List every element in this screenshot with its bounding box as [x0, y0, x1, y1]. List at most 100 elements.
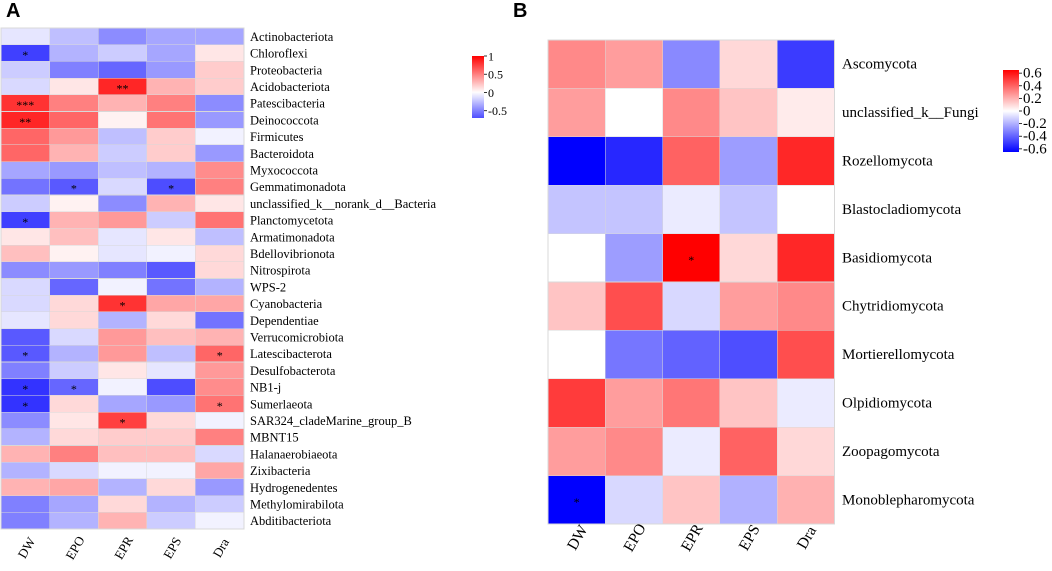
heatmap-cell-a-5-1	[49, 111, 99, 129]
heatmap-cell-a-16-1	[49, 294, 99, 313]
significance-star: *	[22, 382, 28, 396]
heatmap-cell-a-7-0	[0, 144, 50, 162]
heatmap-cell-a-24-0	[0, 428, 50, 446]
heatmap-cell-a-2-4	[195, 61, 245, 79]
heatmap-cell-b-5-1	[604, 281, 663, 331]
row-label: Bacteroidota	[250, 147, 314, 161]
heatmap-cell-a-2-0	[0, 61, 50, 79]
heatmap-cell-a-29-2	[97, 511, 148, 530]
column-label: EPR	[111, 533, 136, 561]
heatmap-cell-a-9-2	[97, 178, 148, 196]
colorbar-tick-label: -0.5	[488, 104, 507, 118]
heatmap-cell-b-3-3	[719, 184, 778, 234]
row-label: unclassified_k__norank_d__Bacteria	[250, 197, 437, 211]
colorbar-tick-label: 0.2	[1023, 91, 1042, 107]
heatmap-cell-a-26-4	[195, 461, 245, 480]
heatmap-cell-a-13-3	[146, 244, 196, 263]
heatmap-cell-a-28-4	[195, 495, 245, 513]
significance-star: *	[22, 48, 28, 62]
heatmap-cell-b-7-3	[719, 378, 778, 428]
column-label: EPS	[160, 534, 184, 561]
heatmap-cell-b-8-4	[776, 426, 835, 476]
row-label: Sumerlaeota	[250, 397, 313, 411]
heatmap-cell-a-22-2	[97, 395, 148, 413]
colorbar-tick-label: -0.6	[1023, 141, 1047, 157]
heatmap-cell-a-26-1	[49, 461, 99, 480]
heatmap-cell-a-5-4	[195, 111, 245, 129]
heatmap-cell-b-0-2	[662, 39, 721, 89]
heatmap-cell-b-5-3	[719, 281, 778, 331]
row-label: Latescibacterota	[250, 347, 332, 361]
colorbar-tick-label: 0	[488, 86, 494, 100]
row-label: Actinobacteriota	[250, 30, 334, 44]
heatmap-cell-a-22-1	[49, 395, 99, 413]
colorbar-tick-label: 1	[488, 50, 494, 64]
heatmap-cell-a-11-2	[97, 211, 148, 229]
heatmap-cell-a-8-3	[146, 161, 196, 179]
row-label: Gemmatimonadota	[250, 180, 346, 194]
heatmap-cell-a-27-2	[97, 478, 148, 496]
column-label: EPO	[620, 521, 649, 555]
colorbar-tick-label: -0.2	[1023, 116, 1047, 132]
heatmap-cell-a-18-2	[97, 328, 148, 346]
row-label: Hydrogenedentes	[250, 481, 338, 495]
heatmap-cell-a-17-4	[195, 311, 245, 329]
heatmap-cell-a-22-3	[146, 395, 196, 413]
heatmap-cell-b-4-2	[662, 233, 721, 283]
heatmap-cell-b-3-0	[547, 184, 606, 234]
heatmap-cell-a-18-0	[0, 328, 50, 346]
heatmap-cell-a-4-3	[146, 94, 196, 112]
heatmap-cell-b-1-4	[776, 88, 835, 138]
heatmap-cell-a-12-0	[0, 228, 50, 246]
heatmap-cell-a-11-4	[195, 211, 245, 229]
heatmap-cell-a-28-3	[146, 495, 196, 513]
heatmap-cell-a-16-4	[195, 294, 245, 313]
heatmap-cell-a-10-2	[97, 194, 148, 213]
heatmap-cell-b-9-4	[776, 475, 835, 525]
significance-star: **	[19, 115, 31, 129]
heatmap-cell-b-2-0	[547, 136, 606, 186]
heatmap-cell-b-3-2	[662, 184, 721, 234]
heatmap-cell-a-14-3	[146, 261, 196, 279]
heatmap-cell-b-2-4	[776, 136, 835, 186]
heatmap-cell-a-6-3	[146, 127, 196, 146]
heatmap-cell-a-13-0	[0, 244, 50, 263]
significance-star: ***	[16, 98, 34, 112]
heatmap-cell-a-24-2	[97, 428, 148, 446]
heatmap-cell-a-15-4	[195, 278, 245, 296]
heatmap-cell-a-23-0	[0, 411, 50, 430]
significance-star: *	[71, 382, 77, 396]
row-label: Halanaerobiaeota	[250, 447, 338, 461]
heatmap-cell-b-4-0	[547, 233, 606, 283]
heatmap-cell-b-9-0	[547, 475, 606, 525]
heatmap-cell-a-26-0	[0, 461, 50, 480]
heatmap-cell-a-5-2	[97, 111, 148, 129]
heatmap-cell-b-2-3	[719, 136, 778, 186]
heatmap-cell-a-23-1	[49, 411, 99, 430]
heatmap-cell-a-20-0	[0, 361, 50, 380]
row-label: Deinococcota	[250, 113, 319, 127]
column-label: Dra	[209, 535, 232, 560]
heatmap-cell-a-4-4	[195, 94, 245, 112]
heatmap-cell-b-0-1	[604, 39, 663, 89]
heatmap-cell-b-1-3	[719, 88, 778, 138]
heatmap-cell-a-11-1	[49, 211, 99, 229]
heatmap-cell-b-6-0	[547, 330, 606, 380]
heatmap-cell-a-1-1	[49, 44, 99, 62]
row-label: Mortierellomycota	[842, 347, 955, 363]
heatmap-cell-a-25-1	[49, 445, 99, 463]
colorbar	[472, 56, 484, 118]
heatmap-cell-a-2-1	[49, 61, 99, 79]
column-label: DW	[14, 534, 38, 561]
heatmap-cell-a-10-3	[146, 194, 196, 213]
heatmap-cell-a-6-0	[0, 127, 50, 146]
heatmap-cell-a-1-4	[195, 44, 245, 62]
row-label: Methylomirabilota	[250, 497, 344, 511]
column-label: EPS	[736, 522, 764, 554]
heatmap-cell-a-27-1	[49, 478, 99, 496]
heatmap-cell-a-19-2	[97, 344, 148, 363]
row-label: Zixibacteria	[250, 464, 311, 478]
heatmap-cells	[547, 39, 835, 525]
row-label: unclassified_k__Fungi	[842, 105, 979, 121]
heatmap-cell-a-0-3	[146, 27, 196, 46]
